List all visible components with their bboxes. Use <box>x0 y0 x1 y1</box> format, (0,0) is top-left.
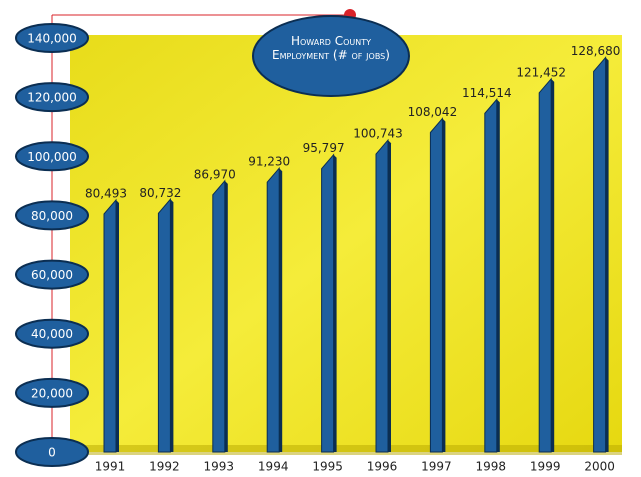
value-label: 121,452 <box>516 65 566 79</box>
chart-title: Howard County Employment (# of jobs) <box>272 34 390 62</box>
bar <box>266 166 280 453</box>
x-tick-label: 1995 <box>312 460 343 474</box>
floor <box>70 445 622 455</box>
y-tick-label: 0 <box>48 446 56 460</box>
value-label: 80,732 <box>139 186 181 200</box>
bar <box>593 56 607 453</box>
bar <box>484 98 498 453</box>
bar <box>103 198 117 453</box>
x-tick-label: 1998 <box>476 460 507 474</box>
x-tick-label: 1996 <box>367 460 398 474</box>
value-label: 128,680 <box>571 44 621 58</box>
bar <box>375 138 389 453</box>
tick-ellipse <box>15 141 89 172</box>
y-tick-label: 120,000 <box>27 91 77 105</box>
tick-ellipse <box>15 318 89 349</box>
tick-ellipse <box>15 259 89 290</box>
bar <box>157 197 171 453</box>
y-tick-label: 60,000 <box>31 268 73 282</box>
tick-ellipse <box>15 23 89 53</box>
x-tick-label: 2000 <box>584 460 615 474</box>
value-label: 108,042 <box>408 105 458 119</box>
bar <box>429 117 443 453</box>
y-tick-label: 100,000 <box>27 150 77 164</box>
title-ellipse <box>252 15 410 97</box>
bar <box>321 153 335 453</box>
value-label: 100,743 <box>353 127 403 141</box>
y-tick-label: 140,000 <box>27 32 77 46</box>
tick-ellipse <box>15 82 89 113</box>
value-label: 86,970 <box>194 167 236 181</box>
bar-side <box>279 168 283 453</box>
y-tick-label: 40,000 <box>31 327 73 341</box>
bar-side <box>224 180 228 452</box>
x-tick-label: 1994 <box>258 460 289 474</box>
bar-side <box>333 154 337 452</box>
value-label: 80,493 <box>85 186 127 200</box>
value-label: 114,514 <box>462 86 512 100</box>
tick-ellipse <box>15 437 89 467</box>
bar-side <box>605 57 609 453</box>
bar-side <box>388 140 391 452</box>
bar-side <box>170 199 174 452</box>
x-tick-label: 1992 <box>149 460 180 474</box>
y-tick-label: 80,000 <box>31 209 73 223</box>
bar-side <box>116 199 119 452</box>
bar-side <box>442 118 446 453</box>
bar <box>212 179 226 453</box>
bar <box>538 77 552 453</box>
tick-ellipse <box>15 377 89 408</box>
value-label: 95,797 <box>303 141 345 155</box>
x-tick-label: 1991 <box>95 460 126 474</box>
bar-side <box>496 99 500 452</box>
tick-ellipse <box>15 200 89 231</box>
value-label: 91,230 <box>248 155 290 169</box>
bar-side <box>551 78 555 452</box>
x-tick-label: 1997 <box>421 460 452 474</box>
x-tick-label: 1999 <box>530 460 561 474</box>
y-tick-label: 20,000 <box>31 386 73 400</box>
x-tick-label: 1993 <box>204 460 235 474</box>
